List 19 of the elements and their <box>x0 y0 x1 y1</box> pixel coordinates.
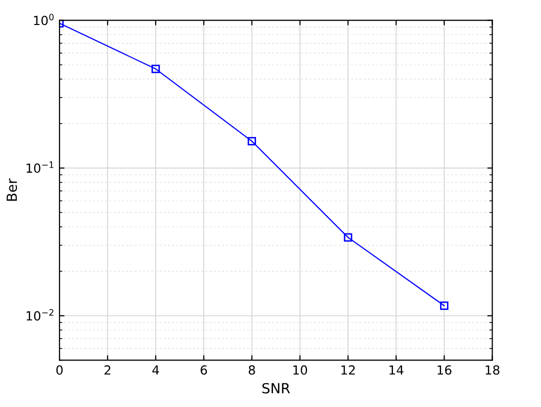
x-tick-label: 16 <box>438 365 452 375</box>
x-axis-title: SNR <box>262 382 290 394</box>
x-tick-label: 18 <box>486 365 500 375</box>
y-tick-label: 10$^{0}$ <box>34 14 54 26</box>
x-tick-label: 0 <box>56 365 63 375</box>
y-tick-label: 10$^{−1}$ <box>26 162 54 173</box>
x-tick-label: 6 <box>200 365 207 375</box>
point <box>440 301 448 310</box>
x-tick-label: 8 <box>248 365 255 375</box>
point <box>344 233 352 242</box>
x-tick-label: 10 <box>293 365 308 375</box>
x-tick-label: 14 <box>390 365 404 375</box>
x-tick-label: 12 <box>341 365 355 375</box>
y-tick-label: 10$^{−2}$ <box>26 309 54 321</box>
point <box>248 137 256 146</box>
x-tick-label: 4 <box>152 365 159 375</box>
y-axis-title: Ber <box>6 178 18 201</box>
x-tick-label: 2 <box>104 365 110 375</box>
point <box>152 64 160 74</box>
